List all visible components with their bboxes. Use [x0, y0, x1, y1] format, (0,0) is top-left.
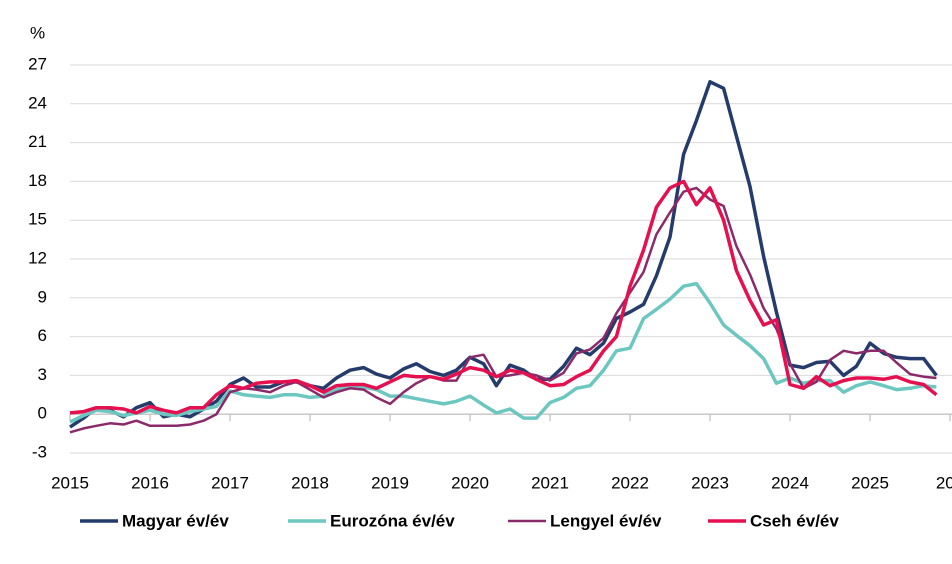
x-tick-label: 2016: [131, 473, 169, 492]
y-tick-label: 6: [38, 326, 47, 345]
x-tick-label: 2020: [451, 473, 489, 492]
y-tick-label: 9: [38, 287, 47, 306]
x-tick-label: 2018: [291, 473, 329, 492]
x-tick-label: 2022: [611, 473, 649, 492]
legend-label: Magyar év/év: [122, 511, 229, 530]
line-series: [69, 179, 938, 415]
y-tick-label: -3: [32, 442, 47, 461]
y-tick-label: 18: [28, 171, 47, 190]
y-tick-label: 3: [38, 365, 47, 384]
y-tick-label: 12: [28, 248, 47, 267]
y-tick-label: 15: [28, 210, 47, 229]
y-axis-label: %: [30, 23, 45, 42]
legend-label: Lengyel év/év: [550, 511, 662, 530]
line-series: [69, 186, 937, 434]
y-tick-label: 0: [38, 404, 47, 423]
line-series: [69, 281, 937, 424]
x-tick-label: 2024: [771, 473, 809, 492]
x-tick-label: 202: [936, 473, 952, 492]
y-tick-label: 27: [28, 54, 47, 73]
x-tick-label: 2017: [211, 473, 249, 492]
x-tick-label: 2015: [51, 473, 89, 492]
x-tick-label: 2021: [531, 473, 569, 492]
legend-label: Cseh év/év: [750, 511, 839, 530]
legend-label: Eurozóna év/év: [330, 511, 455, 530]
y-tick-label: 24: [28, 93, 47, 112]
x-tick-label: 2019: [371, 473, 409, 492]
x-tick-label: 2023: [691, 473, 729, 492]
x-tick-label: 2025: [851, 473, 889, 492]
y-tick-label: 21: [28, 132, 47, 151]
